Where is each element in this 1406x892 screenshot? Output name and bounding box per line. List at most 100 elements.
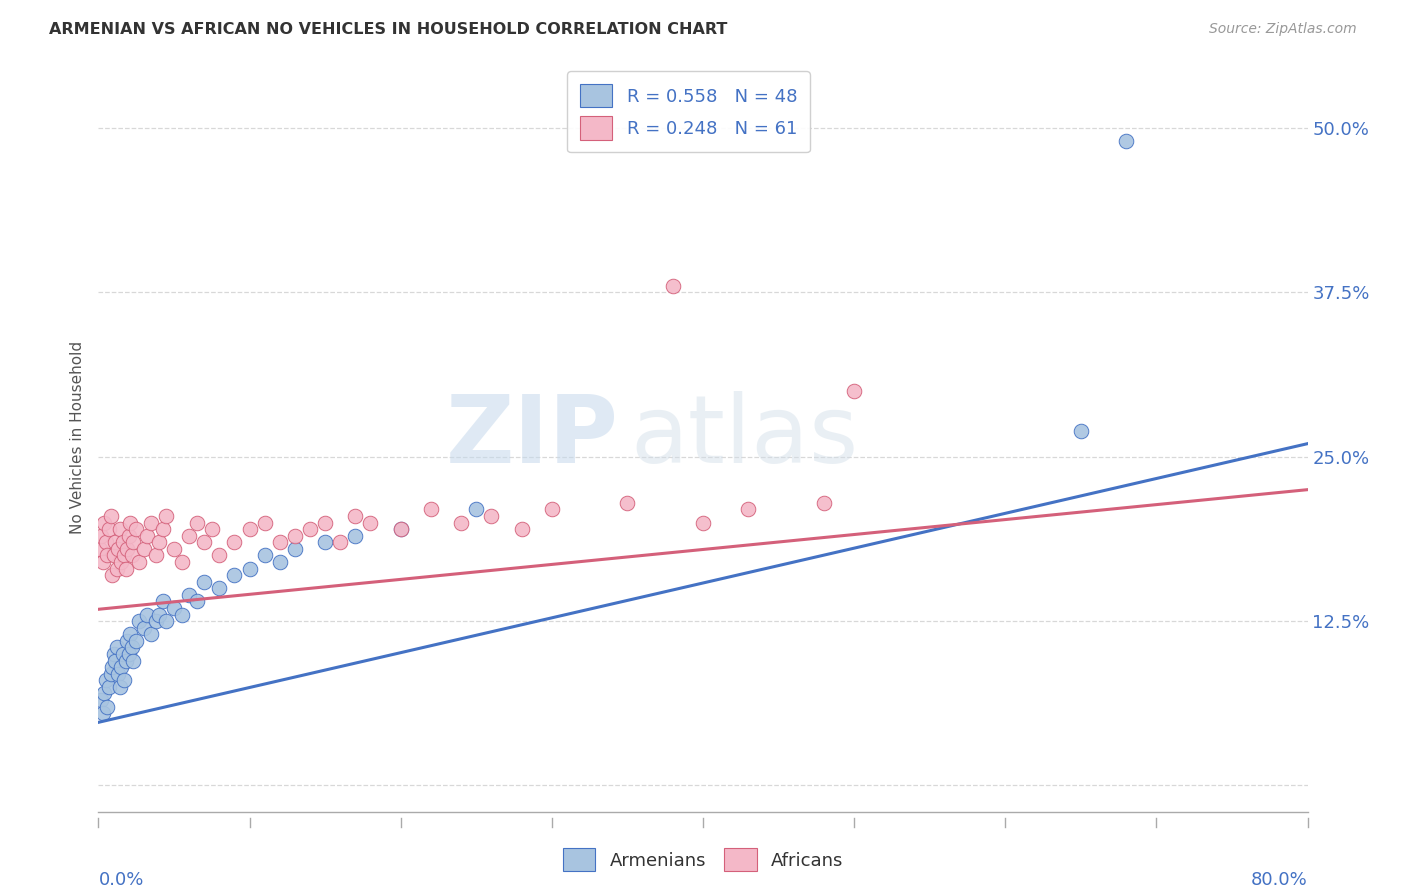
Point [239,522,262,536]
Point [103,549,125,563]
Point [90,693,112,707]
Point [125,633,148,648]
Point [98,522,121,536]
Point [89,541,111,556]
Point [110,555,132,569]
Point [813,496,835,510]
Point [93,516,115,530]
Point [132,541,155,556]
Point [344,508,367,523]
Point [115,541,138,556]
Point [170,555,193,569]
Point [100,508,122,523]
Point [96,549,118,563]
Point [148,535,170,549]
Point [105,640,128,655]
Point [101,568,124,582]
Point [193,535,215,549]
Point [170,607,193,622]
Point [90,529,112,543]
Point [118,529,141,543]
Text: 0.0%: 0.0% [98,871,143,888]
Point [114,654,136,668]
Point [616,496,638,510]
Point [179,588,201,602]
Point [112,549,135,563]
Point [844,384,866,398]
Point [186,516,208,530]
Point [122,535,145,549]
Point [284,541,307,556]
Point [112,673,135,688]
Legend: Armenians, Africans: Armenians, Africans [555,841,851,879]
Point [91,706,114,720]
Point [163,541,186,556]
Point [111,647,134,661]
Point [94,535,117,549]
Point [121,549,143,563]
Text: Source: ZipAtlas.com: Source: ZipAtlas.com [1209,22,1357,37]
Point [107,541,129,556]
Point [692,516,714,530]
Point [193,574,215,589]
Point [93,686,115,700]
Point [661,279,683,293]
Point [737,502,759,516]
Point [128,555,150,569]
Text: 80.0%: 80.0% [1251,871,1308,888]
Point [118,647,141,661]
Point [141,516,163,530]
Point [94,673,117,688]
Point [108,522,131,536]
Point [145,549,167,563]
Point [420,502,443,516]
Point [152,522,174,536]
Point [114,561,136,575]
Point [299,522,322,536]
Point [152,594,174,608]
Y-axis label: No Vehicles in Household: No Vehicles in Household [70,341,86,533]
Point [115,633,138,648]
Point [329,535,352,549]
Point [314,516,336,530]
Point [208,549,231,563]
Text: ARMENIAN VS AFRICAN NO VEHICLES IN HOUSEHOLD CORRELATION CHART: ARMENIAN VS AFRICAN NO VEHICLES IN HOUSE… [49,22,727,37]
Point [253,549,276,563]
Point [208,581,231,595]
Point [135,607,157,622]
Point [269,555,291,569]
Point [269,535,291,549]
Point [155,508,177,523]
Point [96,699,118,714]
Point [465,502,488,516]
Point [481,508,503,523]
Point [179,529,201,543]
Point [122,654,145,668]
Point [344,529,367,543]
Point [1115,134,1137,148]
Point [1070,424,1092,438]
Point [141,627,163,641]
Point [239,561,262,575]
Point [111,535,134,549]
Point [389,522,412,536]
Point [253,516,276,530]
Legend: R = 0.558   N = 48, R = 0.248   N = 61: R = 0.558 N = 48, R = 0.248 N = 61 [567,71,810,153]
Point [224,568,246,582]
Point [91,555,114,569]
Point [135,529,157,543]
Point [450,516,472,530]
Text: ZIP: ZIP [446,391,619,483]
Text: atlas: atlas [630,391,859,483]
Point [100,666,122,681]
Point [201,522,224,536]
Point [107,666,129,681]
Point [145,614,167,628]
Point [121,640,143,655]
Point [120,627,142,641]
Point [110,660,132,674]
Point [186,594,208,608]
Point [224,535,246,549]
Point [389,522,412,536]
Point [314,535,336,549]
